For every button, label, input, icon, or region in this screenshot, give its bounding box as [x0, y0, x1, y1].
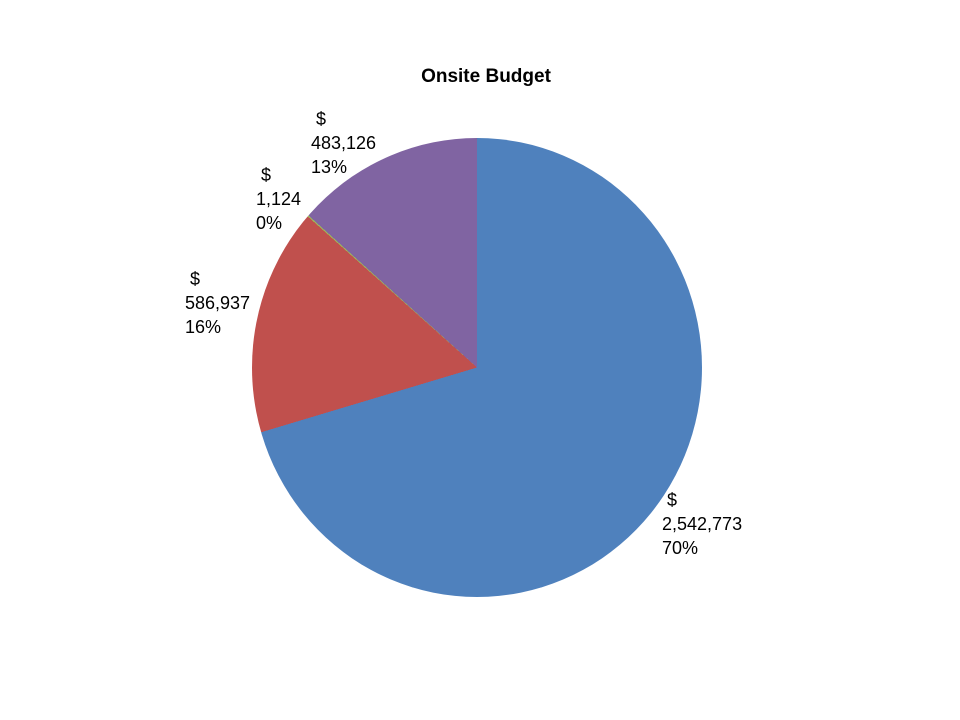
data-label-dollar-sign: $	[667, 490, 678, 510]
data-label-amount: 483,126	[311, 133, 377, 153]
data-label-green-slice: $ 1,124 0%	[256, 163, 301, 235]
data-label-amount: 1,124	[256, 189, 302, 209]
data-label-percent: 16%	[185, 317, 222, 337]
data-label-amount: 586,937	[185, 293, 251, 313]
data-label-purple-slice: $ 483,126 13%	[311, 107, 376, 179]
pie-chart[interactable]	[252, 138, 702, 597]
data-label-red-slice: $ 586,937 16%	[185, 267, 250, 339]
data-label-amount: 2,542,773	[662, 514, 743, 534]
data-label-dollar-sign: $	[190, 269, 201, 289]
data-label-dollar-sign: $	[316, 109, 327, 129]
chart-title: Onsite Budget	[421, 66, 551, 87]
data-label-blue-slice: $ 2,542,773 70%	[662, 488, 742, 560]
data-label-percent: 70%	[662, 538, 699, 558]
data-label-dollar-sign: $	[261, 165, 272, 185]
data-label-percent: 0%	[256, 213, 283, 233]
data-label-percent: 13%	[311, 157, 348, 177]
